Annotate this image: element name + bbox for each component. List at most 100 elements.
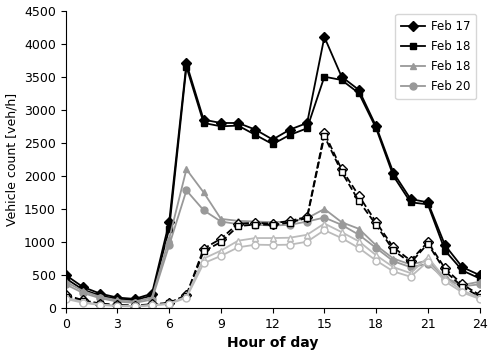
Feb 17 xyxy=(356,88,362,92)
Feb 18 xyxy=(339,220,345,224)
Feb 17 xyxy=(321,35,327,39)
Feb 18 xyxy=(390,256,396,261)
Feb 18 xyxy=(114,297,120,301)
Feb 18 xyxy=(114,298,120,302)
Feb 20 xyxy=(218,219,224,224)
Feb 20 xyxy=(459,284,465,288)
Feb 18 xyxy=(459,283,465,287)
Feb 18 xyxy=(270,142,276,146)
Line: Feb 18: Feb 18 xyxy=(62,166,483,305)
Feb 18 xyxy=(63,276,69,281)
Line: Feb 18: Feb 18 xyxy=(62,63,483,304)
Feb 18 xyxy=(373,243,379,247)
Feb 18 xyxy=(149,293,155,298)
Feb 17 xyxy=(218,121,224,125)
Feb 18 xyxy=(321,74,327,79)
Feb 18 xyxy=(149,295,155,300)
Feb 17 xyxy=(287,127,293,132)
Feb 17 xyxy=(63,273,69,277)
Feb 18 xyxy=(408,200,414,204)
X-axis label: Hour of day: Hour of day xyxy=(227,336,318,350)
Feb 17 xyxy=(80,285,86,289)
Line: Feb 20: Feb 20 xyxy=(62,187,483,307)
Feb 18 xyxy=(63,279,69,284)
Feb 18 xyxy=(235,219,241,223)
Feb 18 xyxy=(166,237,172,241)
Feb 18 xyxy=(425,202,431,206)
Feb 18 xyxy=(287,133,293,137)
Feb 17 xyxy=(166,220,172,224)
Feb 18 xyxy=(408,262,414,267)
Feb 18 xyxy=(390,174,396,178)
Feb 18 xyxy=(442,276,448,280)
Feb 17 xyxy=(149,292,155,296)
Feb 18 xyxy=(459,268,465,273)
Feb 18 xyxy=(80,288,86,292)
Feb 18 xyxy=(477,276,483,281)
Feb 20 xyxy=(132,301,138,305)
Feb 17 xyxy=(183,61,189,66)
Feb 20 xyxy=(114,299,120,304)
Feb 18 xyxy=(132,298,138,302)
Feb 17 xyxy=(477,273,483,277)
Feb 20 xyxy=(442,277,448,281)
Feb 18 xyxy=(252,133,258,137)
Feb 18 xyxy=(304,216,310,220)
Feb 18 xyxy=(132,299,138,304)
Feb 18 xyxy=(183,65,189,69)
Feb 18 xyxy=(477,279,483,284)
Feb 17 xyxy=(97,292,103,296)
Feb 17 xyxy=(252,127,258,132)
Feb 17 xyxy=(442,243,448,247)
Feb 20 xyxy=(321,215,327,220)
Feb 17 xyxy=(114,295,120,300)
Feb 20 xyxy=(356,232,362,237)
Feb 18 xyxy=(97,295,103,299)
Feb 17 xyxy=(425,200,431,204)
Feb 20 xyxy=(408,265,414,269)
Legend: Feb 17, Feb 18, Feb 18, Feb 20: Feb 17, Feb 18, Feb 18, Feb 20 xyxy=(395,14,476,99)
Feb 17 xyxy=(459,265,465,269)
Feb 18 xyxy=(80,289,86,293)
Feb 18 xyxy=(425,258,431,263)
Feb 18 xyxy=(183,167,189,172)
Feb 20 xyxy=(339,223,345,227)
Feb 20 xyxy=(270,223,276,227)
Feb 20 xyxy=(166,243,172,247)
Feb 18 xyxy=(287,219,293,224)
Feb 17 xyxy=(304,121,310,125)
Feb 17 xyxy=(132,297,138,301)
Feb 18 xyxy=(235,124,241,128)
Feb 17 xyxy=(201,117,207,122)
Feb 20 xyxy=(63,282,69,287)
Feb 17 xyxy=(408,197,414,201)
Feb 18 xyxy=(252,219,258,224)
Feb 18 xyxy=(218,217,224,221)
Feb 18 xyxy=(97,293,103,298)
Feb 20 xyxy=(252,223,258,227)
Feb 18 xyxy=(201,190,207,195)
Feb 18 xyxy=(356,227,362,231)
Feb 20 xyxy=(183,188,189,193)
Feb 18 xyxy=(321,207,327,211)
Feb 17 xyxy=(339,74,345,79)
Feb 20 xyxy=(201,208,207,213)
Feb 20 xyxy=(390,259,396,263)
Feb 20 xyxy=(97,296,103,300)
Feb 18 xyxy=(442,248,448,253)
Feb 18 xyxy=(218,124,224,129)
Feb 20 xyxy=(149,297,155,302)
Feb 17 xyxy=(235,121,241,125)
Feb 17 xyxy=(373,124,379,129)
Feb 20 xyxy=(373,246,379,250)
Feb 20 xyxy=(425,262,431,266)
Line: Feb 17: Feb 17 xyxy=(62,33,483,302)
Feb 20 xyxy=(287,223,293,227)
Feb 18 xyxy=(373,126,379,130)
Feb 18 xyxy=(201,121,207,125)
Feb 18 xyxy=(304,126,310,130)
Y-axis label: Vehicle count [veh/h]: Vehicle count [veh/h] xyxy=(5,93,19,226)
Feb 20 xyxy=(477,282,483,287)
Feb 20 xyxy=(235,222,241,226)
Feb 20 xyxy=(80,291,86,295)
